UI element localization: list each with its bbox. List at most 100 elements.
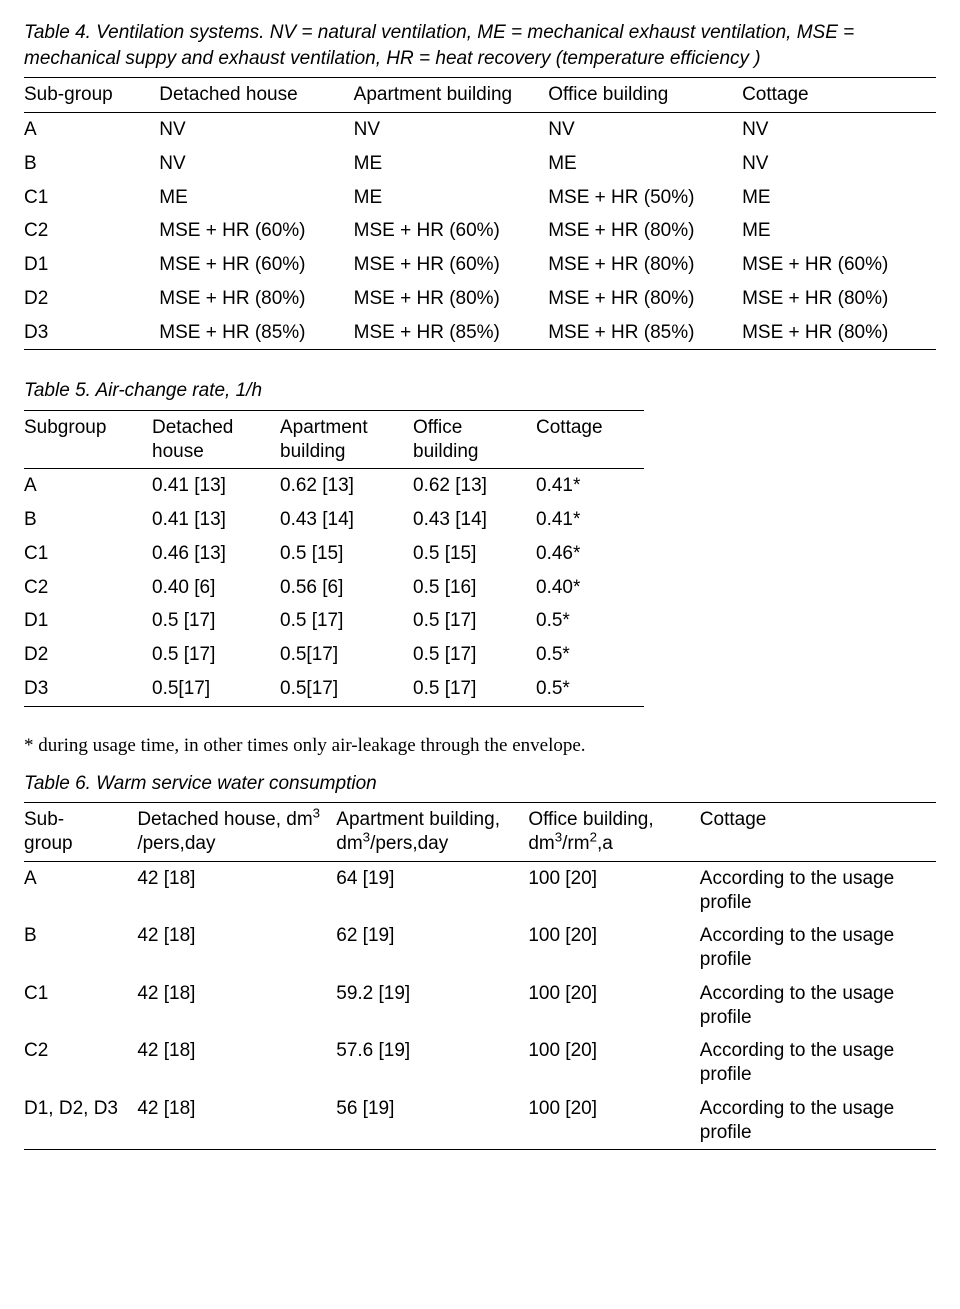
table6-cell: C1 (24, 977, 137, 1035)
table4-cell: MSE + HR (80%) (354, 282, 549, 316)
table4-row: BNVMEMENV (24, 147, 936, 181)
table6-cell: 56 [19] (336, 1092, 528, 1150)
table4-col0: Sub-group (24, 78, 159, 113)
table6-cell: 100 [20] (528, 1092, 699, 1150)
table5-cell: 0.5 [17] (152, 604, 280, 638)
table5-cell: 0.56 [6] (280, 571, 413, 605)
table4-cell: D1 (24, 248, 159, 282)
table4-cell: NV (742, 147, 936, 181)
table5-cell: 0.5[17] (280, 638, 413, 672)
table6-col4: Cottage (700, 803, 936, 862)
table6-cell: 62 [19] (336, 919, 528, 977)
table5-cell: 0.5 [17] (280, 604, 413, 638)
table4-cell: ME (742, 181, 936, 215)
table6-col3: Office building, dm3/rm2,a (528, 803, 699, 862)
table6-row: C242 [18]57.6 [19]100 [20]According to t… (24, 1034, 936, 1092)
table5-cell: 0.5 [16] (413, 571, 536, 605)
table4-cell: C1 (24, 181, 159, 215)
table6-cell: B (24, 919, 137, 977)
table5-col2: Apartment building (280, 410, 413, 469)
table4-cell: C2 (24, 214, 159, 248)
table5-cell: 0.41* (536, 503, 644, 537)
table5-cell: 0.5* (536, 638, 644, 672)
table4-cell: MSE + HR (80%) (548, 214, 742, 248)
table5-row: A0.41 [13]0.62 [13]0.62 [13]0.41* (24, 469, 644, 503)
table4-cell: MSE + HR (85%) (354, 316, 549, 350)
table4: Sub-group Detached house Apartment build… (24, 77, 936, 350)
table6-row: A42 [18]64 [19]100 [20]According to the … (24, 861, 936, 919)
table5-cell: 0.62 [13] (413, 469, 536, 503)
table5-col4: Cottage (536, 410, 644, 469)
table6-col2: Apartment building, dm3/pers,day (336, 803, 528, 862)
table5-cell: D3 (24, 672, 152, 706)
table6-cell: 57.6 [19] (336, 1034, 528, 1092)
table5-row: C10.46 [13]0.5 [15]0.5 [15]0.46* (24, 537, 644, 571)
table4-cell: MSE + HR (85%) (159, 316, 353, 350)
table4-cell: D3 (24, 316, 159, 350)
table6-cell: 100 [20] (528, 919, 699, 977)
table6-cell: 59.2 [19] (336, 977, 528, 1035)
table5-col0: Subgroup (24, 410, 152, 469)
table5-header-row: Subgroup Detached house Apartment buildi… (24, 410, 644, 469)
table6: Sub-group Detached house, dm3 /pers,day … (24, 802, 936, 1150)
table5-cell: 0.41* (536, 469, 644, 503)
table4-col4: Cottage (742, 78, 936, 113)
table5-cell: D2 (24, 638, 152, 672)
table4-cell: D2 (24, 282, 159, 316)
table4-cell: ME (548, 147, 742, 181)
table5-cell: 0.5 [17] (152, 638, 280, 672)
table4-cell: MSE + HR (60%) (742, 248, 936, 282)
table4-row: D2MSE + HR (80%)MSE + HR (80%)MSE + HR (… (24, 282, 936, 316)
table6-cell: 42 [18] (137, 861, 336, 919)
table6-cell: 42 [18] (137, 919, 336, 977)
table5-cell: 0.5 [17] (413, 672, 536, 706)
table5-cell: 0.46* (536, 537, 644, 571)
table4-row: D1MSE + HR (60%)MSE + HR (60%)MSE + HR (… (24, 248, 936, 282)
table5: Subgroup Detached house Apartment buildi… (24, 410, 644, 707)
table6-cell: 64 [19] (336, 861, 528, 919)
table4-cell: MSE + HR (80%) (159, 282, 353, 316)
table5-row: D20.5 [17]0.5[17]0.5 [17]0.5* (24, 638, 644, 672)
table5-cell: D1 (24, 604, 152, 638)
table4-cell: MSE + HR (80%) (548, 282, 742, 316)
table6-cell: According to the usage profile (700, 977, 936, 1035)
table4-cell: MSE + HR (80%) (742, 316, 936, 350)
table4-cell: B (24, 147, 159, 181)
table4-cell: MSE + HR (80%) (548, 248, 742, 282)
table5-cell: 0.5 [17] (413, 604, 536, 638)
table4-cell: NV (742, 113, 936, 147)
table6-cell: 42 [18] (137, 1092, 336, 1150)
table6-row: C142 [18]59.2 [19]100 [20]According to t… (24, 977, 936, 1035)
table5-cell: 0.46 [13] (152, 537, 280, 571)
table6-cell: D1, D2, D3 (24, 1092, 137, 1150)
table5-cell: 0.62 [13] (280, 469, 413, 503)
table4-cell: NV (548, 113, 742, 147)
table4-cell: MSE + HR (80%) (742, 282, 936, 316)
table6-cell: According to the usage profile (700, 1092, 936, 1150)
table4-cell: MSE + HR (60%) (159, 248, 353, 282)
table4-cell: NV (159, 113, 353, 147)
table5-cell: 0.40* (536, 571, 644, 605)
table4-cell: ME (354, 147, 549, 181)
table4-col1: Detached house (159, 78, 353, 113)
table4-row: ANVNVNVNV (24, 113, 936, 147)
table4-caption: Table 4. Ventilation systems. NV = natur… (24, 20, 936, 71)
table4-cell: NV (159, 147, 353, 181)
table6-row: B42 [18]62 [19]100 [20]According to the … (24, 919, 936, 977)
table6-cell: According to the usage profile (700, 1034, 936, 1092)
table5-cell: 0.41 [13] (152, 469, 280, 503)
table5-cell: B (24, 503, 152, 537)
table5-cell: 0.5 [15] (413, 537, 536, 571)
table4-cell: MSE + HR (85%) (548, 316, 742, 350)
table5-row: D10.5 [17]0.5 [17]0.5 [17]0.5* (24, 604, 644, 638)
table6-col0: Sub-group (24, 803, 137, 862)
table6-cell: 100 [20] (528, 861, 699, 919)
table5-row: C20.40 [6]0.56 [6]0.5 [16]0.40* (24, 571, 644, 605)
table4-cell: ME (742, 214, 936, 248)
table4-cell: A (24, 113, 159, 147)
table6-col1: Detached house, dm3 /pers,day (137, 803, 336, 862)
table5-cell: 0.43 [14] (413, 503, 536, 537)
table5-cell: 0.41 [13] (152, 503, 280, 537)
table5-cell: C1 (24, 537, 152, 571)
table5-cell: 0.5 [17] (413, 638, 536, 672)
